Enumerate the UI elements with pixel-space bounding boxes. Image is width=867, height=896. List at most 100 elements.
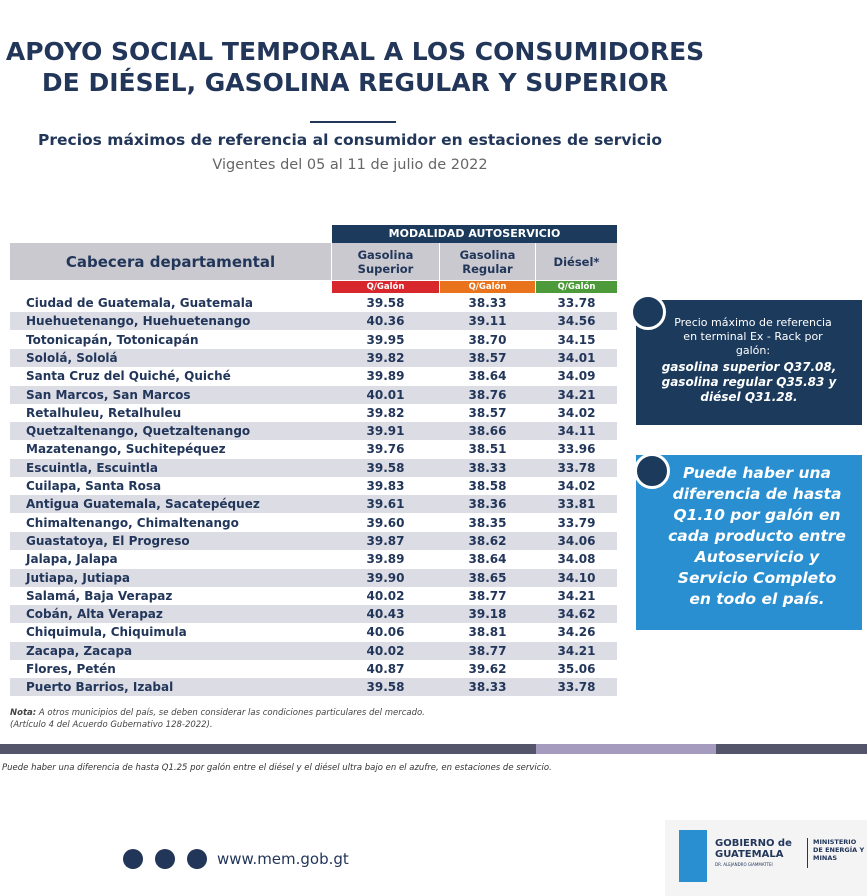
- logo-mark: [679, 830, 707, 882]
- city-cell: Jutiapa, Jutiapa: [26, 570, 131, 585]
- price-cell: 33.81: [557, 497, 596, 512]
- price-cell: 34.02: [557, 405, 596, 420]
- price-cell: 39.82: [366, 405, 405, 420]
- city-cell: Totonicapán, Totonicapán: [26, 332, 199, 347]
- city-cell: Santa Cruz del Quiché, Quiché: [26, 369, 231, 384]
- city-cell: Cobán, Alta Verapaz: [26, 607, 163, 622]
- price-cell: 39.95: [366, 332, 405, 347]
- price-cell: 39.61: [366, 497, 405, 512]
- price-cell: 40.02: [366, 643, 405, 658]
- divider: [310, 121, 396, 123]
- city-cell: Sololá, Sololá: [26, 350, 118, 365]
- price-cell: 39.87: [366, 533, 405, 548]
- price-cell: 34.21: [557, 588, 596, 603]
- price-cell: 34.56: [557, 314, 596, 329]
- price-cell: 34.62: [557, 607, 596, 622]
- price-cell: 34.06: [557, 533, 596, 548]
- city-cell: Jalapa, Jalapa: [26, 552, 118, 567]
- city-cell: Huehuetenango, Huehuetenango: [26, 314, 251, 329]
- facebook-icon: [155, 849, 175, 869]
- price-cell: 40.01: [366, 387, 405, 402]
- price-cell: 38.66: [468, 424, 507, 439]
- price-cell: 38.62: [468, 533, 507, 548]
- terminal-box: Precio máximo de referencia en terminal …: [630, 294, 862, 425]
- table-row: Cuilapa, Santa Rosa 39.83 38.58 34.02: [10, 477, 617, 495]
- table-row: Totonicapán, Totonicapán 39.95 38.70 34.15: [10, 330, 617, 349]
- logo-ministry: MINISTERIO DE ENERGÍA Y MINAS: [813, 838, 865, 862]
- table-row: Zacapa, Zacapa 40.02 38.77 34.21: [10, 641, 617, 660]
- price-cell: 38.57: [468, 405, 507, 420]
- price-cell: 33.96: [557, 442, 596, 457]
- unit: Q/Galón: [440, 281, 535, 293]
- price-cell: 38.36: [468, 497, 507, 512]
- logo-gov: GOBIERNO de GUATEMALA: [715, 838, 792, 860]
- price-cell: 33.78: [557, 460, 596, 475]
- group-header: MODALIDAD AUTOSERVICIO: [332, 225, 617, 243]
- city-cell: Quetzaltenango, Quetzaltenango: [26, 424, 251, 439]
- price-cell: 38.64: [468, 369, 507, 384]
- price-cell: 38.33: [468, 680, 507, 695]
- price-cell: 34.08: [557, 552, 596, 567]
- price-cell: 38.77: [468, 588, 507, 603]
- city-cell: Escuintla, Escuintla: [26, 460, 158, 475]
- arrows-icon: [634, 453, 670, 489]
- price-cell: 40.36: [366, 314, 405, 329]
- price-cell: 34.11: [557, 424, 596, 439]
- price-cell: 34.21: [557, 643, 596, 658]
- price-cell: 40.87: [366, 662, 405, 676]
- table-row: Jutiapa, Jutiapa 39.90 38.65 34.10: [10, 568, 617, 587]
- price-cell: 38.57: [468, 350, 507, 365]
- social-icons: [123, 849, 207, 869]
- price-cell: 33.79: [557, 515, 596, 530]
- price-cell: 33.78: [557, 680, 596, 695]
- price-cell: 39.89: [366, 369, 405, 384]
- price-cell: 39.58: [366, 296, 405, 310]
- city-cell: Salamá, Baja Verapaz: [26, 588, 173, 603]
- price-cell: 33.78: [557, 296, 596, 310]
- price-cell: 39.91: [366, 424, 405, 439]
- title-line: DE DIÉSEL, GASOLINA REGULAR Y SUPERIOR: [41, 68, 669, 97]
- city-cell: Chiquimula, Chiquimula: [26, 625, 187, 640]
- column-header: Gasolina Regular: [440, 243, 535, 280]
- table-row: Huehuetenango, Huehuetenango 40.36 39.11 34…: [10, 312, 617, 331]
- price-cell: 40.43: [366, 607, 405, 622]
- price-cell: 38.81: [468, 625, 507, 640]
- column-header: Gasolina Superior: [332, 243, 439, 280]
- url: www.mem.gob.gt: [217, 850, 349, 868]
- unit: Q/Galón: [536, 281, 617, 293]
- instagram-icon: [123, 849, 143, 869]
- city-cell: San Marcos, San Marcos: [26, 387, 191, 402]
- terminal-prices: gasolina superior Q37.08, gasolina regul…: [661, 360, 837, 404]
- price-cell: 40.06: [366, 625, 405, 640]
- price-cell: 38.51: [468, 442, 507, 457]
- price-cell: 39.58: [366, 460, 405, 475]
- price-cell: 34.26: [557, 625, 596, 640]
- price-cell: 38.76: [468, 387, 507, 402]
- price-cell: 34.09: [557, 369, 596, 384]
- twitter-icon: [187, 849, 207, 869]
- city-cell: Flores, Petén: [26, 662, 116, 676]
- logo-president: DR. ALEJANDRO GIAMMATTEI: [715, 862, 773, 867]
- price-cell: 35.06: [557, 662, 596, 676]
- price-cell: 34.02: [557, 479, 596, 493]
- title: APOYO SOCIAL TEMPORAL A LOS CONSUMIDORES…: [0, 36, 710, 98]
- price-cell: 34.21: [557, 387, 596, 402]
- city-cell: Chimaltenango, Chimaltenango: [26, 515, 239, 530]
- price-cell: 38.70: [468, 332, 507, 347]
- city-cell: Retalhuleu, Retalhuleu: [26, 405, 182, 420]
- note-text: A otros municipios del país, se deben co…: [38, 708, 425, 718]
- price-cell: 39.11: [468, 314, 507, 329]
- price-cell: 34.01: [557, 350, 596, 365]
- table-row: Ciudad de Guatemala, Guatemala 39.58 38.33…: [10, 294, 617, 312]
- table-row: Chiquimula, Chiquimula 40.06 38.81 34.26: [10, 623, 617, 642]
- price-cell: 39.82: [366, 350, 405, 365]
- table-row: Jalapa, Jalapa 39.89 38.64 34.08: [10, 550, 617, 569]
- terminal-intro: Precio máximo de referencia en terminal …: [674, 316, 832, 357]
- city-cell: Guastatoya, El Progreso: [26, 533, 190, 548]
- price-cell: 38.58: [468, 479, 507, 493]
- price-cell: 39.60: [366, 515, 405, 530]
- table-row: Guastatoya, El Progreso 39.87 38.62 34.06: [10, 531, 617, 550]
- price-cell: 40.02: [366, 588, 405, 603]
- table-row: Puerto Barrios, Izabal 39.58 38.33 33.78: [10, 678, 617, 697]
